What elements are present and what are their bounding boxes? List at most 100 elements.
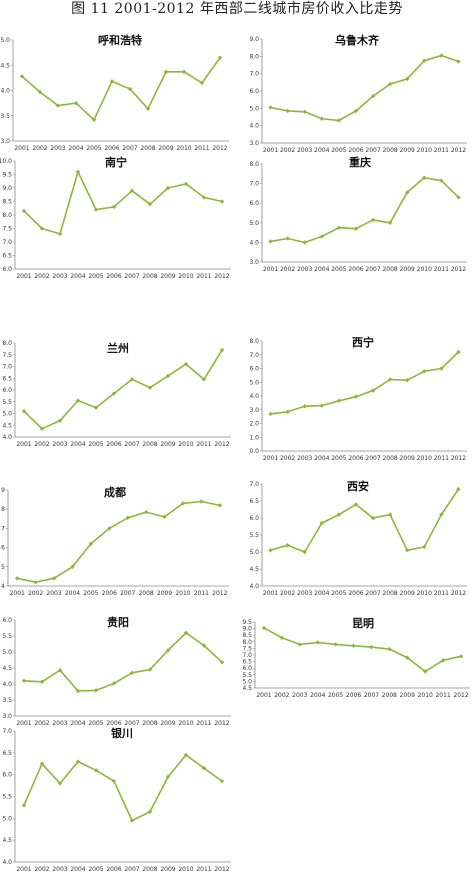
- data-point: [353, 226, 359, 231]
- series-line: [270, 54, 459, 122]
- x-tick-label: 2007: [365, 266, 380, 273]
- x-tick-label: 2011: [434, 147, 449, 154]
- y-tick-label: 6.5: [249, 498, 259, 505]
- data-point: [183, 752, 189, 758]
- data-point: [51, 576, 57, 581]
- y-tick-label: 9.0: [249, 36, 259, 43]
- y-tick-label: 7.0: [249, 71, 259, 78]
- data-point: [219, 199, 225, 204]
- x-tick-label: 2002: [28, 590, 43, 597]
- y-tick-label: 0.0: [249, 448, 259, 455]
- data-point: [370, 388, 376, 393]
- data-point: [37, 89, 43, 95]
- data-point: [268, 239, 273, 244]
- x-tick-label: 2012: [453, 692, 468, 699]
- y-tick-label: 5.0: [242, 678, 252, 685]
- data-point: [319, 234, 324, 239]
- data-point: [439, 512, 444, 517]
- x-tick-label: 2001: [16, 866, 31, 873]
- x-tick-label: 2011: [196, 866, 211, 873]
- x-tick-label: 2003: [297, 590, 312, 597]
- data-point: [127, 86, 133, 92]
- data-point: [165, 373, 171, 379]
- series-line: [263, 627, 462, 673]
- data-point: [261, 625, 267, 631]
- chart-panel: 6.0 6.5 7.0 7.5 8.0 8.5 9.0 9.5 10.0 2001 2002 2003…: [0, 155, 231, 280]
- y-tick-label: 8.0: [249, 53, 259, 60]
- data-point: [405, 76, 410, 82]
- y-tick-label: 5.5: [2, 794, 12, 801]
- x-tick-label: 2010: [178, 866, 193, 873]
- x-tick-label: 2010: [176, 145, 191, 152]
- x-tick-label: 2004: [314, 266, 329, 273]
- data-point: [21, 208, 27, 214]
- data-point: [145, 106, 151, 111]
- x-tick-label: 2007: [122, 145, 137, 152]
- x-tick-label: 2002: [280, 590, 295, 597]
- data-point: [285, 409, 290, 415]
- y-tick-label: 8.0: [2, 340, 12, 347]
- x-tick-label: 2002: [34, 273, 49, 280]
- y-tick-label: 4.5: [2, 665, 12, 672]
- data-point: [165, 648, 171, 653]
- x-tick-label: 2007: [124, 866, 139, 873]
- x-tick-label: 2006: [106, 273, 121, 280]
- y-tick-label: 2.0: [249, 421, 259, 428]
- x-tick-label: 2012: [214, 720, 229, 727]
- x-tick-label: 2007: [120, 590, 135, 597]
- data-point: [21, 678, 27, 683]
- y-tick-label: 9.5: [2, 172, 12, 179]
- data-point: [129, 377, 135, 382]
- y-tick-label: 7.0: [249, 481, 259, 488]
- x-tick-label: 2003: [50, 145, 65, 152]
- data-point: [387, 512, 393, 517]
- data-point: [73, 100, 79, 106]
- chart-title: 呼和浩特: [98, 33, 142, 47]
- x-tick-label: 2004: [310, 692, 325, 699]
- data-point: [219, 779, 225, 784]
- y-tick-label: 7.5: [2, 226, 12, 233]
- x-tick-label: 2009: [400, 147, 415, 154]
- data-point: [422, 175, 427, 180]
- data-point: [387, 646, 392, 652]
- data-point: [456, 59, 461, 64]
- data-point: [21, 408, 27, 414]
- data-point: [129, 818, 135, 823]
- chart-panel: 4 5 6 7 8 9 2001 2002 2003 2004 2005 2006 2007 2008 20…: [1, 485, 229, 597]
- y-tick-label: 6: [1, 545, 5, 552]
- y-tick-label: 1.0: [249, 434, 259, 441]
- x-tick-label: 2005: [88, 866, 103, 873]
- x-tick-label: 2004: [314, 455, 329, 462]
- data-point: [39, 761, 45, 766]
- x-tick-label: 2010: [175, 590, 190, 597]
- x-tick-label: 2005: [331, 266, 346, 273]
- y-tick-label: 5.0: [2, 815, 12, 822]
- y-tick-label: 6.0: [242, 665, 252, 672]
- data-point: [336, 512, 342, 517]
- data-point: [439, 366, 444, 371]
- y-tick-label: 7.0: [249, 352, 259, 359]
- y-tick-label: 7.5: [242, 645, 252, 652]
- x-tick-label: 2011: [434, 266, 449, 273]
- x-tick-label: 2003: [297, 266, 312, 273]
- data-point: [315, 640, 320, 645]
- x-tick-label: 2009: [400, 266, 415, 273]
- y-tick-label: 6.0: [249, 515, 259, 522]
- x-tick-label: 2003: [46, 590, 61, 597]
- data-point: [370, 94, 376, 99]
- x-tick-label: 2003: [52, 866, 67, 873]
- y-tick-label: 9.0: [2, 185, 12, 192]
- x-tick-label: 2005: [88, 441, 103, 448]
- x-tick-label: 2002: [280, 266, 295, 273]
- data-point: [165, 774, 171, 780]
- chart-title: 西宁: [352, 335, 374, 349]
- figure-title: 图 11 2001-2012 年西部二线城市房价收入比走势: [71, 1, 403, 17]
- x-tick-label: 2008: [382, 147, 397, 154]
- x-tick-label: 2012: [451, 266, 466, 273]
- y-tick-label: 5.0: [2, 649, 12, 656]
- y-tick-label: 4.5: [2, 422, 12, 429]
- x-tick-label: 2002: [32, 145, 47, 152]
